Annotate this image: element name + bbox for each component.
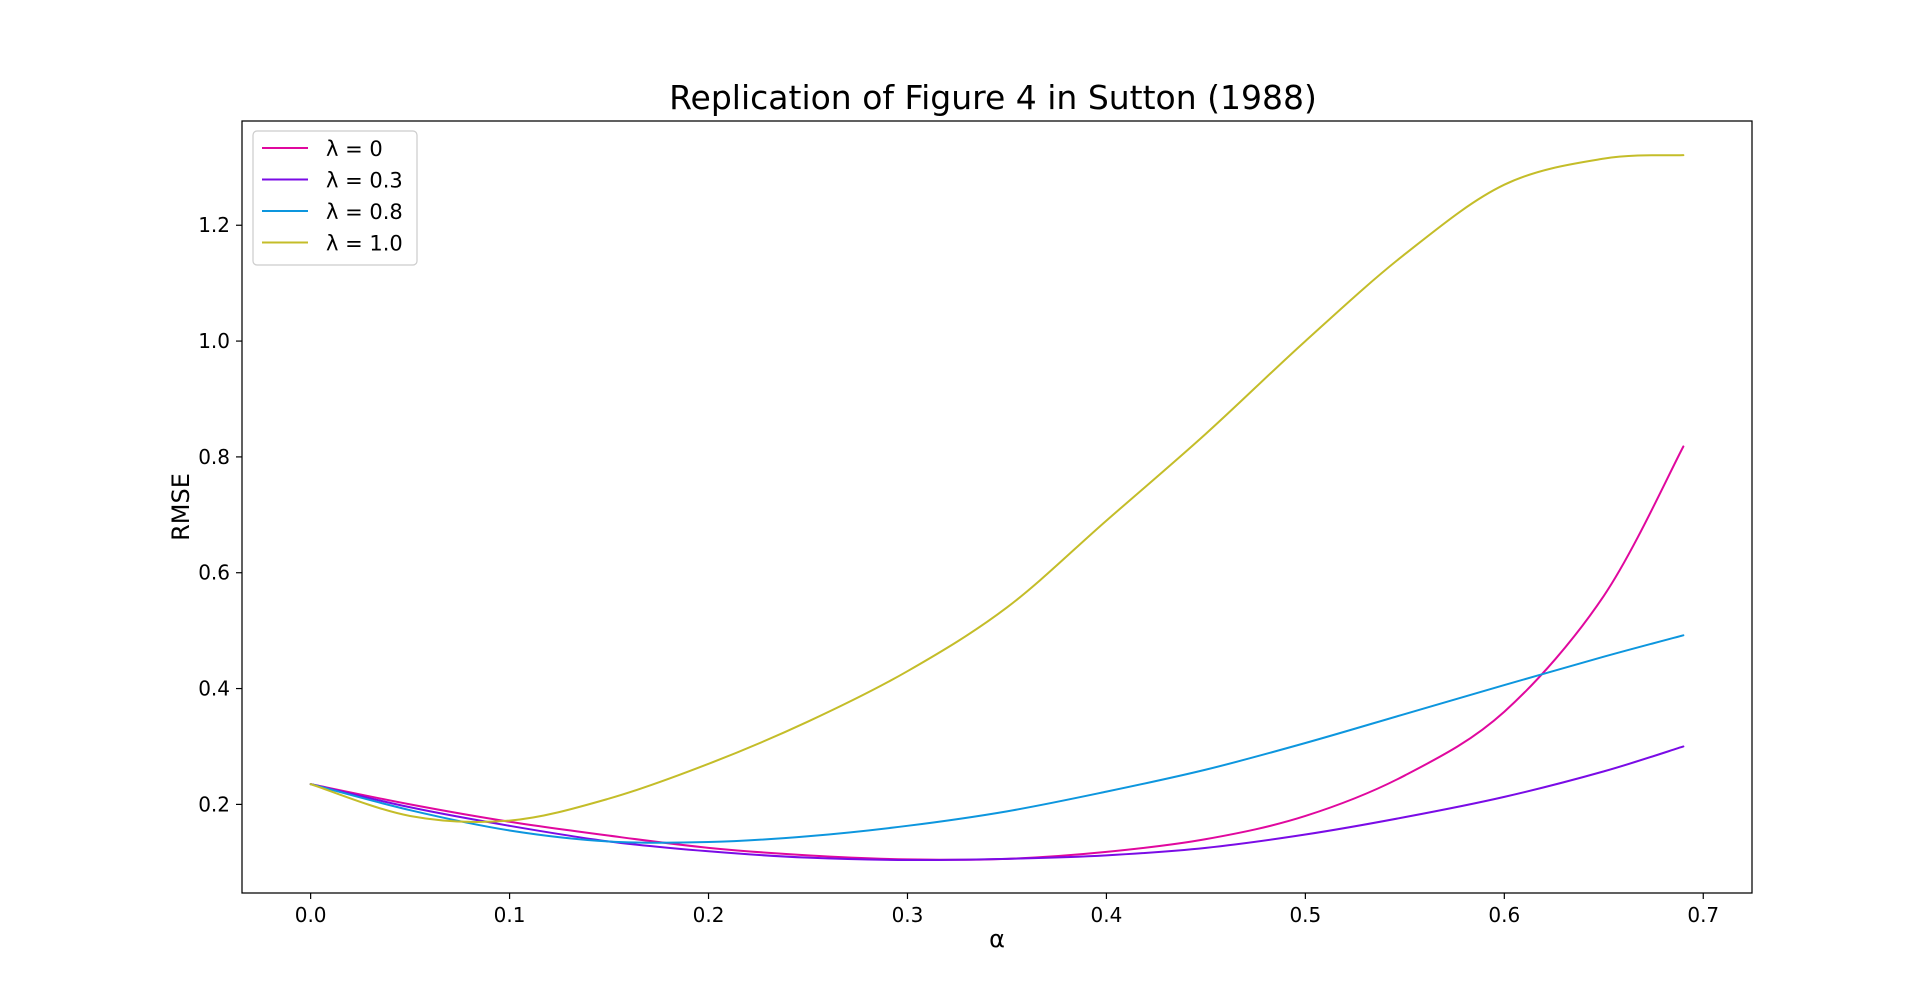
x-tick-label: 0.2 (693, 903, 725, 927)
x-tick-label: 0.0 (295, 903, 327, 927)
x-axis-label: α (989, 925, 1005, 953)
legend-entries: λ = 0 λ = 0.3 λ = 0.8 λ = 1.0 (262, 137, 403, 256)
x-tick-label: 0.6 (1488, 903, 1520, 927)
y-axis: 0.2 0.4 0.6 0.8 1.0 1.2 (198, 213, 242, 816)
x-axis: 0.0 0.1 0.2 0.3 0.4 0.5 0.6 0.7 (295, 893, 1719, 927)
y-tick-label: 0.8 (198, 445, 230, 469)
plot-frame (241, 120, 1753, 894)
y-tick-label: 0.2 (198, 792, 230, 816)
series-line-3 (309, 154, 1685, 824)
legend-label: λ = 0 (326, 137, 383, 161)
y-axis-label: RMSE (167, 473, 195, 541)
legend-frame (252, 130, 418, 266)
x-tick-label: 0.7 (1687, 903, 1719, 927)
series-layer (309, 154, 1685, 862)
x-tick-label: 0.1 (494, 903, 526, 927)
y-tick-label: 0.4 (198, 677, 230, 701)
legend: λ = 0 λ = 0.3 λ = 0.8 λ = 1.0 (252, 130, 418, 266)
x-tick-label: 0.5 (1289, 903, 1321, 927)
chart-title: Replication of Figure 4 in Sutton (1988) (669, 78, 1317, 117)
plot-area (241, 120, 1753, 894)
y-tick-label: 0.6 (198, 561, 230, 585)
legend-label: λ = 1.0 (326, 232, 403, 256)
x-tick-label: 0.4 (1091, 903, 1123, 927)
legend-label: λ = 0.8 (326, 200, 403, 224)
x-tick-label: 0.3 (892, 903, 924, 927)
series-line-2 (309, 634, 1685, 844)
y-tick-label: 1.0 (198, 329, 230, 353)
y-tick-label: 1.2 (198, 213, 230, 237)
series-line-1 (309, 745, 1685, 862)
legend-label: λ = 0.3 (326, 169, 403, 193)
